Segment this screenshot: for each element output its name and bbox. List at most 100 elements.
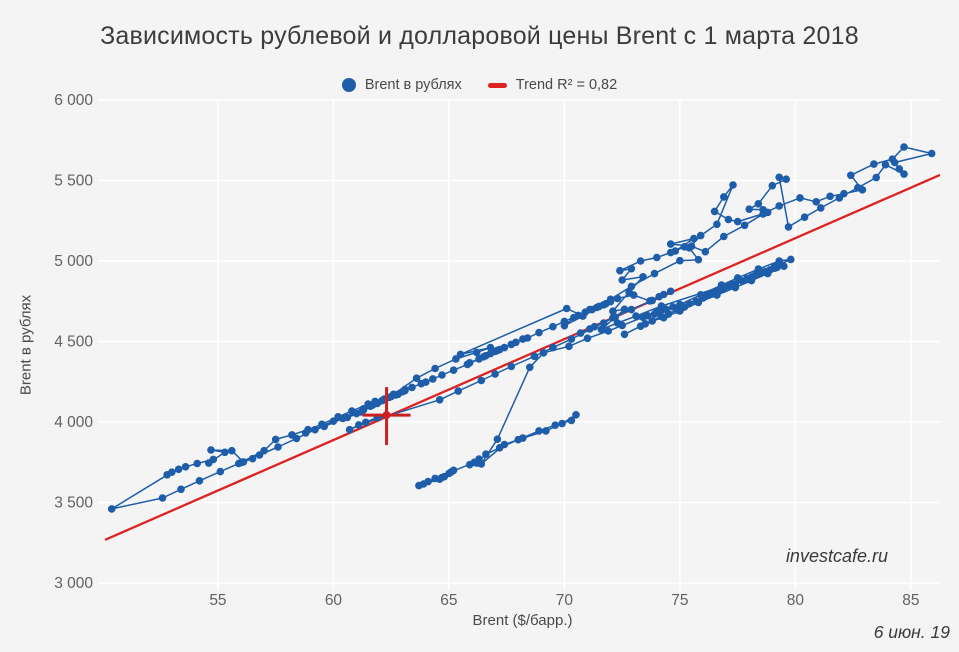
data-point[interactable] <box>604 327 613 335</box>
data-point[interactable] <box>362 418 370 427</box>
data-point[interactable] <box>387 392 396 401</box>
data-point[interactable] <box>408 383 416 392</box>
data-point[interactable] <box>655 292 663 301</box>
data-point[interactable] <box>641 320 650 328</box>
data-point[interactable] <box>429 375 437 383</box>
data-point[interactable] <box>535 427 543 435</box>
data-point[interactable] <box>900 143 908 151</box>
data-point[interactable] <box>248 454 257 463</box>
data-point[interactable] <box>574 311 583 320</box>
data-point[interactable] <box>659 313 668 322</box>
data-point[interactable] <box>694 255 703 264</box>
data-point[interactable] <box>572 411 580 419</box>
legend-item-series[interactable]: Brent в рублях <box>341 77 462 93</box>
data-point[interactable] <box>653 253 661 262</box>
data-point[interactable] <box>551 421 559 430</box>
data-point[interactable] <box>415 481 423 490</box>
data-point[interactable] <box>676 256 684 265</box>
data-point[interactable] <box>193 459 201 468</box>
data-point[interactable] <box>449 366 458 375</box>
data-point[interactable] <box>352 409 361 418</box>
legend-item-trend[interactable]: Trend R² = 0,82 <box>487 77 617 93</box>
data-point[interactable] <box>576 329 585 337</box>
data-point[interactable] <box>701 247 710 256</box>
data-point[interactable] <box>586 325 594 333</box>
data-point[interactable] <box>602 299 610 308</box>
data-point[interactable] <box>720 193 728 201</box>
data-point[interactable] <box>900 170 908 178</box>
data-point[interactable] <box>775 202 783 210</box>
data-point[interactable] <box>438 473 446 482</box>
data-point[interactable] <box>927 149 936 158</box>
data-point[interactable] <box>854 183 862 192</box>
data-point[interactable] <box>549 322 557 331</box>
data-point[interactable] <box>373 399 382 408</box>
data-point[interactable] <box>812 198 820 206</box>
data-point[interactable] <box>438 371 446 379</box>
data-point[interactable] <box>465 460 474 469</box>
data-point[interactable] <box>260 446 268 455</box>
data-point[interactable] <box>181 463 190 471</box>
data-point[interactable] <box>234 459 243 468</box>
data-point[interactable] <box>304 425 312 434</box>
data-point[interactable] <box>745 205 753 213</box>
data-point[interactable] <box>412 374 421 383</box>
data-point[interactable] <box>666 287 675 296</box>
data-point[interactable] <box>747 276 756 285</box>
data-point[interactable] <box>620 305 629 314</box>
data-point[interactable] <box>826 192 834 201</box>
data-point[interactable] <box>507 362 516 371</box>
data-point[interactable] <box>519 434 527 442</box>
data-point[interactable] <box>609 313 617 322</box>
data-point[interactable] <box>311 425 319 434</box>
data-point[interactable] <box>796 194 804 202</box>
data-point[interactable] <box>720 232 728 241</box>
data-point[interactable] <box>731 283 740 292</box>
data-point[interactable] <box>523 334 532 342</box>
data-point[interactable] <box>177 485 185 494</box>
data-point[interactable] <box>648 317 656 325</box>
data-point[interactable] <box>627 264 636 273</box>
data-point[interactable] <box>627 305 636 314</box>
data-point[interactable] <box>355 421 363 429</box>
data-point[interactable] <box>648 296 656 305</box>
data-point[interactable] <box>657 302 666 310</box>
data-point[interactable] <box>424 477 432 486</box>
data-point[interactable] <box>549 343 557 352</box>
data-point[interactable] <box>493 435 502 444</box>
data-point[interactable] <box>643 311 652 320</box>
data-point[interactable] <box>221 448 229 457</box>
data-point[interactable] <box>599 319 608 327</box>
data-point[interactable] <box>763 208 772 217</box>
data-point[interactable] <box>174 465 183 474</box>
data-point[interactable] <box>435 396 444 404</box>
data-point[interactable] <box>318 420 326 429</box>
data-point[interactable] <box>512 338 520 347</box>
data-point[interactable] <box>671 247 680 255</box>
data-point[interactable] <box>609 307 617 316</box>
data-point[interactable] <box>724 215 733 224</box>
data-point[interactable] <box>757 269 765 277</box>
data-point[interactable] <box>881 160 890 169</box>
data-point[interactable] <box>452 355 460 363</box>
data-point[interactable] <box>639 273 647 281</box>
data-point[interactable] <box>465 359 474 367</box>
data-point[interactable] <box>535 328 543 337</box>
data-point[interactable] <box>740 221 749 230</box>
data-point[interactable] <box>479 353 488 361</box>
data-point[interactable] <box>616 266 624 275</box>
data-point[interactable] <box>107 505 116 513</box>
data-point[interactable] <box>195 477 204 485</box>
data-point[interactable] <box>526 363 534 372</box>
data-point[interactable] <box>359 406 368 414</box>
data-point[interactable] <box>562 304 571 313</box>
data-point[interactable] <box>567 416 576 425</box>
data-point[interactable] <box>539 349 548 357</box>
data-point[interactable] <box>560 317 569 326</box>
data-point[interactable] <box>500 440 509 449</box>
data-point[interactable] <box>482 450 490 459</box>
data-point[interactable] <box>713 220 721 229</box>
data-point[interactable] <box>491 370 499 378</box>
data-point[interactable] <box>613 294 622 303</box>
data-point[interactable] <box>754 200 763 208</box>
